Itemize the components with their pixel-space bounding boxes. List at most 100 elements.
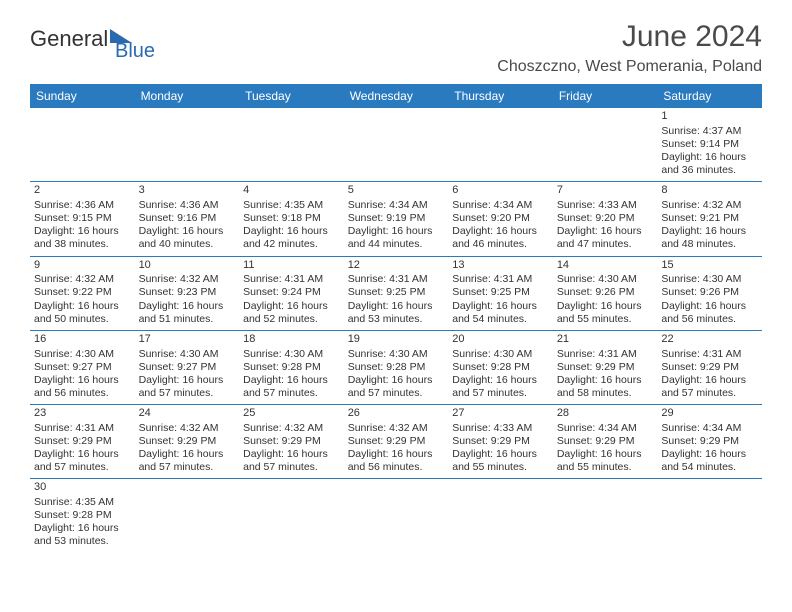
logo-blue-line: General (33, 36, 111, 62)
day-number: 27 (452, 407, 549, 421)
calendar-day: 28Sunrise: 4:34 AMSunset: 9:29 PMDayligh… (553, 405, 658, 479)
calendar-empty (553, 479, 658, 553)
day-number: 23 (34, 407, 131, 421)
calendar-table: SundayMondayTuesdayWednesdayThursdayFrid… (30, 84, 762, 554)
calendar-day: 17Sunrise: 4:30 AMSunset: 9:27 PMDayligh… (135, 330, 240, 404)
daylight-line: Daylight: 16 hours and 53 minutes. (34, 522, 131, 548)
calendar-day: 15Sunrise: 4:30 AMSunset: 9:26 PMDayligh… (657, 256, 762, 330)
daylight-line: Daylight: 16 hours and 53 minutes. (348, 300, 445, 326)
calendar-day: 29Sunrise: 4:34 AMSunset: 9:29 PMDayligh… (657, 405, 762, 479)
daylight-line: Daylight: 16 hours and 56 minutes. (348, 448, 445, 474)
day-number: 22 (661, 333, 758, 347)
daylight-line: Daylight: 16 hours and 54 minutes. (452, 300, 549, 326)
sunrise-line: Sunrise: 4:34 AM (348, 199, 445, 212)
day-number: 11 (243, 259, 340, 273)
daylight-line: Daylight: 16 hours and 42 minutes. (243, 225, 340, 251)
daylight-line: Daylight: 16 hours and 54 minutes. (661, 448, 758, 474)
calendar-day: 26Sunrise: 4:32 AMSunset: 9:29 PMDayligh… (344, 405, 449, 479)
day-number: 29 (661, 407, 758, 421)
day-header-row: SundayMondayTuesdayWednesdayThursdayFrid… (30, 84, 762, 108)
sunset-line: Sunset: 9:23 PM (139, 286, 236, 299)
calendar-empty (239, 479, 344, 553)
calendar-body: 1Sunrise: 4:37 AMSunset: 9:14 PM Daylight… (30, 108, 762, 553)
day-number: 1 (661, 110, 758, 124)
day-number: 4 (243, 184, 340, 198)
day-number: 15 (661, 259, 758, 273)
daylight-line: Daylight: 16 hours and 55 minutes. (557, 448, 654, 474)
daylight-line: Daylight: 16 hours and 40 minutes. (139, 225, 236, 251)
sunset-line: Sunset: 9:25 PM (348, 286, 445, 299)
calendar-day: 3Sunrise: 4:36 AMSunset: 9:16 PMDaylight… (135, 182, 240, 256)
logo-blue: Blue (115, 40, 155, 63)
sunrise-line: Sunrise: 4:33 AM (452, 422, 549, 435)
day-number: 20 (452, 333, 549, 347)
daylight-line: Daylight: 16 hours and 52 minutes. (243, 300, 340, 326)
day-number: 21 (557, 333, 654, 347)
calendar-day: 7Sunrise: 4:33 AMSunset: 9:20 PMDaylight… (553, 182, 658, 256)
daylight-line: Daylight: 16 hours and 57 minutes. (661, 374, 758, 400)
sunset-line: Sunset: 9:29 PM (452, 435, 549, 448)
calendar-empty (344, 479, 449, 553)
sunrise-line: Sunrise: 4:32 AM (34, 273, 131, 286)
sunset-line: Sunset: 9:26 PM (661, 286, 758, 299)
daylight-line: Daylight: 16 hours and 56 minutes. (34, 374, 131, 400)
day-header: Sunday (30, 84, 135, 108)
location: Choszczno, West Pomerania, Poland (497, 58, 762, 76)
day-number: 8 (661, 184, 758, 198)
calendar-day: 12Sunrise: 4:31 AMSunset: 9:25 PMDayligh… (344, 256, 449, 330)
sunset-line: Sunset: 9:29 PM (557, 361, 654, 374)
sunrise-line: Sunrise: 4:32 AM (139, 273, 236, 286)
calendar-empty (239, 108, 344, 182)
day-number: 9 (34, 259, 131, 273)
calendar-day: 5Sunrise: 4:34 AMSunset: 9:19 PMDaylight… (344, 182, 449, 256)
sunset-line: Sunset: 9:18 PM (243, 212, 340, 225)
calendar-day: 14Sunrise: 4:30 AMSunset: 9:26 PMDayligh… (553, 256, 658, 330)
calendar-day: 23Sunrise: 4:31 AMSunset: 9:29 PMDayligh… (30, 405, 135, 479)
calendar-empty (135, 479, 240, 553)
sunset-line: Sunset: 9:20 PM (452, 212, 549, 225)
calendar-day: 30Sunrise: 4:35 AMSunset: 9:28 PMDayligh… (30, 479, 135, 553)
sunrise-line: Sunrise: 4:36 AM (34, 199, 131, 212)
calendar-day: 6Sunrise: 4:34 AMSunset: 9:20 PMDaylight… (448, 182, 553, 256)
sunset-line: Sunset: 9:16 PM (139, 212, 236, 225)
sunrise-line: Sunrise: 4:36 AM (139, 199, 236, 212)
sunrise-line: Sunrise: 4:30 AM (661, 273, 758, 286)
sunset-line: Sunset: 9:21 PM (661, 212, 758, 225)
day-number: 30 (34, 481, 131, 495)
sunset-line: Sunset: 9:29 PM (243, 435, 340, 448)
calendar-day: 4Sunrise: 4:35 AMSunset: 9:18 PMDaylight… (239, 182, 344, 256)
calendar-empty (657, 479, 762, 553)
day-header: Tuesday (239, 84, 344, 108)
calendar-day: 18Sunrise: 4:30 AMSunset: 9:28 PMDayligh… (239, 330, 344, 404)
day-number: 25 (243, 407, 340, 421)
calendar-week: 2Sunrise: 4:36 AMSunset: 9:15 PMDaylight… (30, 182, 762, 256)
calendar-day: 2Sunrise: 4:36 AMSunset: 9:15 PMDaylight… (30, 182, 135, 256)
calendar-day: 21Sunrise: 4:31 AMSunset: 9:29 PMDayligh… (553, 330, 658, 404)
calendar-empty (135, 108, 240, 182)
calendar-day: 19Sunrise: 4:30 AMSunset: 9:28 PMDayligh… (344, 330, 449, 404)
sunset-line: Sunset: 9:29 PM (557, 435, 654, 448)
sunrise-line: Sunrise: 4:31 AM (661, 348, 758, 361)
sunrise-line: Sunrise: 4:37 AM (661, 125, 758, 138)
day-number: 5 (348, 184, 445, 198)
sunset-line: Sunset: 9:25 PM (452, 286, 549, 299)
sunrise-line: Sunrise: 4:32 AM (348, 422, 445, 435)
day-number: 17 (139, 333, 236, 347)
day-header: Saturday (657, 84, 762, 108)
calendar-day: 16Sunrise: 4:30 AMSunset: 9:27 PMDayligh… (30, 330, 135, 404)
sunrise-line: Sunrise: 4:34 AM (661, 422, 758, 435)
sunrise-line: Sunrise: 4:30 AM (243, 348, 340, 361)
day-number: 6 (452, 184, 549, 198)
sunset-line: Sunset: 9:14 PM (661, 138, 758, 151)
calendar-day: 13Sunrise: 4:31 AMSunset: 9:25 PMDayligh… (448, 256, 553, 330)
day-number: 7 (557, 184, 654, 198)
sunrise-line: Sunrise: 4:33 AM (557, 199, 654, 212)
daylight-line: Daylight: 16 hours and 50 minutes. (34, 300, 131, 326)
calendar-empty (448, 108, 553, 182)
daylight-line: Daylight: 16 hours and 57 minutes. (243, 374, 340, 400)
daylight-line: Daylight: 16 hours and 56 minutes. (661, 300, 758, 326)
calendar-day: 1Sunrise: 4:37 AMSunset: 9:14 PMDaylight… (657, 108, 762, 182)
daylight-line: Daylight: 16 hours and 57 minutes. (139, 448, 236, 474)
daylight-line: Daylight: 16 hours and 58 minutes. (557, 374, 654, 400)
calendar-week: 1Sunrise: 4:37 AMSunset: 9:14 PMDaylight… (30, 108, 762, 182)
